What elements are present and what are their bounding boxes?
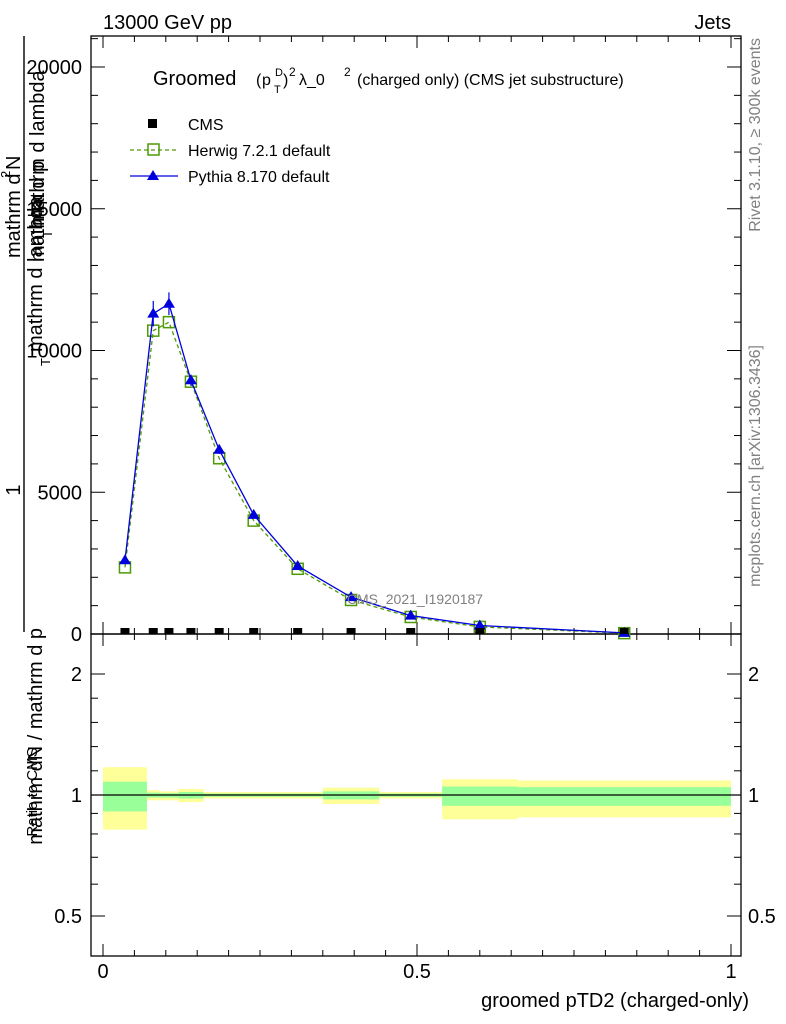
y-label-lower-sub: T: [40, 230, 55, 238]
y-tick-label-1: 5000: [38, 482, 83, 504]
legend: CMS Herwig 7.2.1 default Pythia 8.170 de…: [130, 117, 331, 186]
ratio-bands: [103, 767, 731, 830]
ratio-tick-label-left-2: 2: [71, 664, 82, 686]
title-sq: 2: [289, 65, 296, 79]
cms-point-2: [164, 628, 174, 634]
y-label-lower-rest: mathrm d lambda: [27, 70, 49, 226]
y-label-numer-one: 1: [3, 484, 25, 495]
plot-title: Groomed ( p D T ) 2 λ_0 2 (charged only)…: [153, 65, 624, 96]
cms-point-1: [148, 628, 158, 634]
ratio-tick-label-left-0: 0.5: [54, 906, 82, 928]
pythia-point-8: [404, 609, 417, 620]
y-label-lower-dpt: mathrm d p: [27, 161, 49, 262]
analysis-watermark: CMS_2021_I1920187: [347, 591, 483, 607]
pythia-point-5: [247, 508, 260, 519]
y-label-denominator: mathrm dN / mathrm d p: [25, 628, 47, 845]
pythia-point-2: [162, 297, 175, 308]
pythia-point-7: [345, 591, 358, 602]
y-label-numer-sup: 2: [0, 171, 13, 178]
herwig-line: [124, 321, 625, 634]
x-tick-label-0: 0: [97, 961, 108, 983]
pythia-point-9: [473, 619, 486, 630]
rivet-label: Rivet 3.1.10, ≥ 300k events: [747, 38, 764, 232]
y-tick-label-4: 20000: [26, 57, 82, 79]
title-lambda-sq: 2: [344, 65, 351, 79]
ratio-band-inner-0: [103, 781, 147, 812]
ratio-tick-label-right-2: 2: [748, 664, 759, 686]
cms-point-8: [406, 628, 416, 634]
main-y-label: 1 mathrm dN / mathrm d p T mathrm d lamb…: [0, 36, 55, 845]
cms-point-5: [249, 628, 259, 634]
title-sub-t: T: [274, 84, 281, 96]
legend-label-pythia: Pythia 8.170 default: [188, 169, 330, 186]
header-right: Jets: [694, 12, 731, 34]
ratio-band-inner-8: [517, 787, 731, 806]
y-label-numer-n: N: [3, 156, 25, 170]
legend-marker-cms: [148, 119, 157, 128]
axis-ticks: [91, 36, 741, 956]
legend-marker-herwig: [147, 143, 160, 156]
y-label-numer-d: mathrm d: [3, 174, 25, 258]
x-axis-label: groomed pTD2 (charged-only): [481, 990, 749, 1012]
y-label-denominator-sub: T: [38, 358, 53, 366]
ratio-tick-label-left-1: 1: [71, 785, 82, 807]
pythia-point-4: [213, 443, 226, 454]
series-group: [118, 292, 631, 640]
title-lambda: λ_0: [299, 72, 325, 89]
title-prefix: Groomed: [153, 68, 236, 90]
ratio-tick-label-right-0: 0.5: [748, 906, 776, 928]
y-tick-label-3: 15000: [26, 199, 82, 221]
x-tick-label-2: 1: [725, 961, 736, 983]
pythia-point-1: [147, 307, 160, 318]
legend-label-cms: CMS: [188, 117, 224, 134]
ratio-y-label: Ratio to CMS: [24, 747, 41, 836]
ratio-band-inner-7: [442, 786, 518, 806]
pythia-point-3: [184, 374, 197, 385]
title-p: p: [262, 72, 271, 89]
axis-tick-labels: 0 0.5 1 0 5000 10000 15000 20000 0.5 0.5 1 1 2 2: [26, 57, 775, 983]
x-tick-label-1: 0.5: [403, 961, 431, 983]
cms-point-10: [619, 628, 629, 634]
legend-marker-pythia: [147, 170, 159, 180]
header-left: 13000 GeV pp: [103, 12, 232, 34]
cms-point-9: [475, 628, 485, 634]
cms-point-0: [120, 628, 130, 634]
cms-point-3: [186, 628, 196, 634]
title-suffix: (charged only) (CMS jet substructure): [357, 72, 624, 89]
mcplots-label: mcplots.cern.ch [arXiv:1306.3436]: [747, 345, 764, 587]
title-paren-close: ): [283, 72, 288, 89]
cms-point-6: [293, 628, 303, 634]
ratio-tick-label-right-1: 1: [748, 785, 759, 807]
title-paren-open: (: [256, 72, 262, 89]
pythia-point-0: [118, 554, 131, 565]
cms-point-4: [214, 628, 224, 634]
y-label-denominator-rest: mathrm d lambda: [25, 196, 47, 352]
y-tick-label-2: 10000: [26, 341, 82, 363]
pythia-line: [124, 302, 625, 634]
cms-point-7: [346, 628, 356, 634]
y-tick-label-0: 0: [71, 624, 82, 646]
pythia-point-6: [291, 559, 304, 570]
legend-label-herwig: Herwig 7.2.1 default: [188, 143, 331, 160]
title-sup-d: D: [275, 67, 283, 79]
